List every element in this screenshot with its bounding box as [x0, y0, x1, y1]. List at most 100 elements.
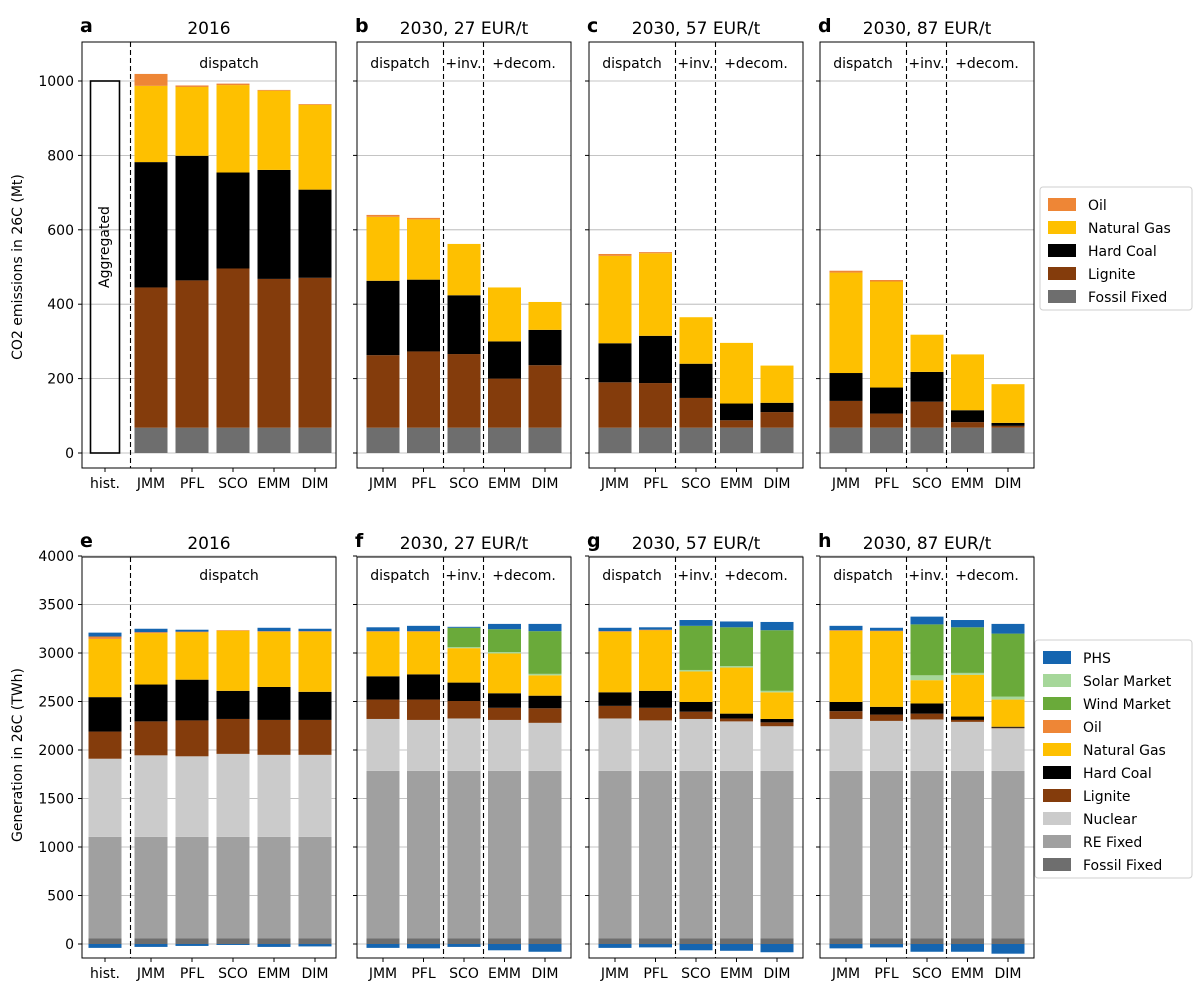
bar-segment: [175, 679, 209, 721]
bar-segment: [216, 944, 250, 945]
bar-segment: [488, 938, 521, 944]
legend-swatch: [1043, 835, 1071, 848]
bar-segment: [829, 630, 863, 702]
bar-segment: [298, 427, 332, 453]
bar-segment: [639, 770, 672, 939]
bar-segment: [870, 387, 903, 414]
bar-segment: [88, 944, 122, 948]
bar-segment: [257, 169, 291, 279]
bar-segment: [870, 280, 903, 282]
bar-segment: [216, 85, 250, 173]
xtick-label: EMM: [257, 966, 290, 982]
bar-segment: [720, 944, 753, 951]
xtick-label: EMM: [488, 476, 521, 492]
bar-segment: [88, 632, 122, 637]
bar-segment: [720, 342, 753, 404]
bar-segment: [528, 673, 562, 676]
legend-label: Wind Market: [1083, 697, 1171, 713]
bar-segment: [89, 80, 121, 454]
bar-segment: [175, 720, 209, 757]
panel-letter: a: [80, 15, 93, 37]
bar-segment: [639, 629, 672, 631]
ytick-label: 1000: [38, 74, 74, 90]
bar-segment: [447, 647, 481, 649]
legend-label: Lignite: [1083, 789, 1130, 805]
bar-segment: [639, 938, 672, 944]
bar-segment: [639, 707, 672, 721]
ytick-label: 2000: [38, 743, 74, 759]
bar-segment: [134, 287, 168, 428]
legend-label: Hard Coal: [1083, 766, 1152, 782]
bar-segment: [257, 944, 291, 947]
bar-segment: [720, 938, 753, 944]
bar-segment: [447, 295, 481, 355]
bar-segment: [598, 718, 632, 771]
bar-segment: [598, 692, 632, 706]
xtick-label: SCO: [218, 966, 248, 982]
panel-b: dispatch +inv. +decom. JMM PFL SCO EMM DIM b 2030…: [353, 15, 572, 492]
bar-segment: [447, 243, 481, 296]
bar-segment: [720, 627, 753, 667]
section-label: +decom.: [955, 568, 1019, 584]
bar-segment: [720, 770, 753, 939]
bar-segment: [910, 371, 944, 402]
bar-segment: [407, 631, 440, 632]
section-label: +inv.: [445, 568, 481, 584]
bar-segment: [951, 354, 984, 411]
bar-segment: [760, 692, 794, 719]
xtick-label: JMM: [831, 966, 860, 982]
xtick-label: EMM: [951, 966, 984, 982]
bar-segment: [447, 354, 481, 428]
bar-segment: [870, 427, 903, 453]
xtick-label: SCO: [912, 966, 942, 982]
bar-segment: [720, 420, 753, 428]
bar-segment: [175, 427, 209, 453]
bar-segment: [760, 402, 794, 413]
ytick-label: 3000: [38, 646, 74, 662]
bar-segment: [407, 279, 440, 352]
bar-segment: [257, 719, 291, 755]
bar-segment: [447, 682, 481, 702]
bar-segment: [366, 944, 400, 948]
bar-segment: [366, 631, 400, 632]
panel-letter: f: [355, 530, 364, 552]
panel-title: 2030, 27 EUR/t: [400, 19, 529, 39]
bar-segment: [366, 216, 400, 281]
ytick-label: 0: [65, 937, 74, 953]
bar-segment: [447, 944, 481, 947]
bar-segment: [298, 836, 332, 939]
bar-segment: [951, 672, 984, 675]
legend-frame: [1039, 186, 1193, 311]
legend-swatch: [1043, 812, 1071, 825]
bar-segment: [598, 382, 632, 428]
section-label: dispatch: [833, 56, 893, 72]
bar-segment: [216, 630, 250, 691]
bar-segment: [175, 629, 209, 632]
bar-segment: [257, 89, 291, 91]
xtick-label: DIM: [532, 966, 559, 982]
legend-label: Lignite: [1088, 267, 1135, 283]
bar-segment: [991, 727, 1025, 729]
xtick-label: DIM: [995, 476, 1022, 492]
xtick-label: SCO: [681, 966, 711, 982]
panel-title: 2030, 57 EUR/t: [632, 534, 761, 554]
bar-segment: [447, 626, 481, 628]
bar-segment: [951, 427, 984, 453]
xtick-label: PFL: [180, 966, 204, 982]
bar-segment: [216, 690, 250, 719]
bar-segment: [598, 705, 632, 719]
legend-label: RE Fixed: [1083, 835, 1142, 851]
bar-segment: [598, 343, 632, 383]
bar-segment: [528, 695, 562, 709]
bar-segment: [298, 631, 332, 632]
legend-swatch: [1043, 743, 1071, 756]
section-label: +inv.: [445, 56, 481, 72]
xtick-label: DIM: [302, 476, 329, 492]
bar-segment: [910, 713, 944, 720]
bar-segment: [910, 616, 944, 625]
bar-segment: [366, 631, 400, 677]
section-label: dispatch: [199, 568, 259, 584]
bar-segment: [216, 718, 250, 754]
bar-segment: [298, 104, 332, 105]
